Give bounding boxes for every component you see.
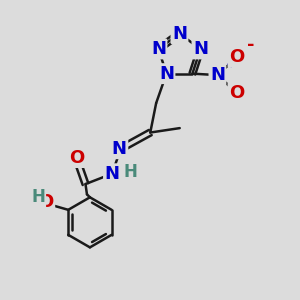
Text: N: N [193, 40, 208, 58]
Text: -: - [248, 36, 255, 54]
Text: +: + [226, 58, 236, 71]
Text: N: N [104, 165, 119, 183]
Text: H: H [123, 163, 137, 181]
Text: N: N [151, 40, 166, 58]
Text: H: H [32, 188, 45, 206]
Text: N: N [112, 140, 127, 158]
Text: O: O [38, 194, 54, 211]
Text: O: O [69, 148, 84, 166]
Text: O: O [229, 84, 244, 102]
Text: N: N [159, 64, 174, 82]
Text: N: N [210, 66, 225, 84]
Text: O: O [229, 48, 244, 66]
Text: N: N [172, 25, 187, 43]
